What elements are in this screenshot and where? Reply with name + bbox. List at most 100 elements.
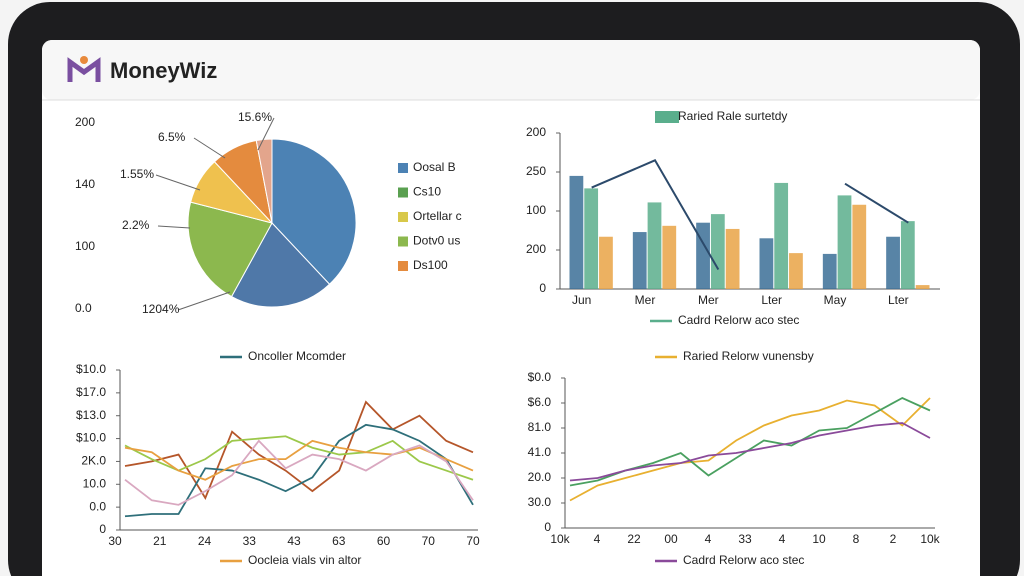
y-tick-label: 200 — [526, 242, 546, 256]
series-line — [124, 400, 474, 500]
bar — [584, 188, 599, 289]
y-tick-label: $10.0 — [76, 431, 106, 445]
series-line — [124, 439, 474, 481]
x-tick-label: 70 — [466, 534, 480, 548]
x-tick-label: Jun — [572, 293, 591, 307]
x-tick-label: 30 — [108, 534, 122, 548]
x-tick-label: 21 — [153, 534, 167, 548]
callout-label: 1.55% — [120, 167, 154, 181]
pie-slice — [187, 201, 273, 298]
callout-leader — [155, 174, 201, 191]
chart-title: Raried Relorw vunensby — [683, 349, 814, 363]
x-tick-label: 33 — [738, 532, 752, 546]
x-tick-label: 4 — [594, 532, 601, 546]
y-tick-label: 0 — [539, 281, 546, 295]
x-tick-label: 22 — [627, 532, 641, 546]
x-tick-label: Mer — [698, 293, 719, 307]
series-line — [124, 423, 474, 518]
x-tick-label: 10 — [812, 532, 826, 546]
bar — [662, 225, 677, 289]
callout-label: 6.5% — [158, 130, 186, 144]
legend-swatch — [398, 261, 408, 271]
callout-leader — [257, 117, 275, 151]
side-label: 100 — [75, 239, 95, 253]
app-header — [42, 40, 980, 100]
legend-label: Dotv0 us — [413, 234, 460, 248]
logo-dot — [80, 56, 88, 64]
callout-label: 15.6% — [238, 110, 272, 124]
callout-leader — [177, 291, 231, 311]
app-title: MoneyWiz — [110, 58, 217, 83]
bar — [789, 253, 803, 289]
x-tick-label: 00 — [664, 532, 678, 546]
bar — [915, 285, 930, 289]
x-tick-label: 8 — [853, 532, 860, 546]
callout-label: 1204% — [142, 302, 180, 316]
x-tick-label: 33 — [243, 534, 257, 548]
y-tick-label: 20.0 — [528, 470, 552, 484]
callout-leader — [157, 225, 191, 229]
bar — [725, 228, 740, 289]
legend-swatch — [398, 163, 408, 173]
y-tick-label: 0 — [99, 522, 106, 536]
logo-mark — [67, 57, 101, 82]
bar — [900, 221, 915, 289]
x-tick-label: 70 — [422, 534, 436, 548]
y-tick-label: 200 — [526, 125, 546, 139]
y-tick-label: 10.0 — [83, 476, 107, 490]
legend-label: Ortellar c — [413, 209, 462, 223]
legend-swatch — [398, 236, 408, 247]
x-tick-label: 4 — [705, 532, 712, 546]
y-tick-label: 100 — [526, 203, 546, 217]
bar — [822, 253, 837, 289]
chart-footer: Cadrd Relorw aco stec — [678, 313, 799, 327]
bar — [852, 204, 867, 289]
bar — [599, 236, 613, 289]
x-tick-label: 2 — [890, 532, 897, 546]
x-tick-label: 60 — [377, 534, 391, 548]
callout-leader — [193, 137, 226, 159]
trend-line — [591, 159, 720, 271]
x-tick-label: Mer — [635, 293, 656, 307]
y-tick-label: 41.0 — [528, 445, 552, 459]
y-tick-label: 2K.0 — [81, 454, 106, 468]
bar — [710, 214, 725, 289]
charts: 2001401000.015.6%6.5%1.55%2.2%1204%Oosal… — [75, 109, 941, 567]
pie-slice — [255, 138, 273, 224]
x-tick-label: 10k — [550, 532, 570, 546]
y-tick-label: 250 — [526, 164, 546, 178]
bar — [569, 175, 584, 289]
series-line — [569, 422, 931, 482]
y-tick-label: $0.0 — [528, 370, 552, 384]
series-line — [124, 435, 474, 481]
pie-slice — [271, 138, 357, 285]
series-line — [124, 439, 474, 506]
y-tick-label: 30.0 — [528, 495, 552, 509]
x-tick-label: 10k — [920, 532, 940, 546]
x-tick-label: 43 — [287, 534, 301, 548]
callout-label: 2.2% — [122, 218, 150, 232]
x-tick-label: Lter — [761, 293, 782, 307]
y-tick-label: 0.0 — [89, 499, 106, 513]
logo — [67, 56, 101, 82]
y-tick-label: $10.0 — [76, 362, 106, 376]
x-tick-label: 24 — [198, 534, 212, 548]
bar — [837, 195, 852, 289]
x-tick-label: 4 — [779, 532, 786, 546]
chart-footer: Oocleia vials vin altor — [248, 553, 361, 567]
bar — [696, 222, 710, 289]
series-line — [569, 397, 931, 502]
y-tick-label: 81.0 — [528, 420, 552, 434]
x-tick-label: May — [824, 293, 847, 307]
y-tick-label: $13.0 — [76, 408, 106, 422]
side-label: 140 — [75, 177, 95, 191]
bar — [774, 182, 789, 289]
legend-swatch — [398, 212, 408, 222]
legend-swatch — [398, 187, 408, 198]
y-tick-label: 0 — [544, 520, 551, 534]
chart-footer: Cadrd Relorw aco stec — [683, 553, 804, 567]
bar — [647, 202, 662, 289]
trend-line — [844, 182, 909, 224]
